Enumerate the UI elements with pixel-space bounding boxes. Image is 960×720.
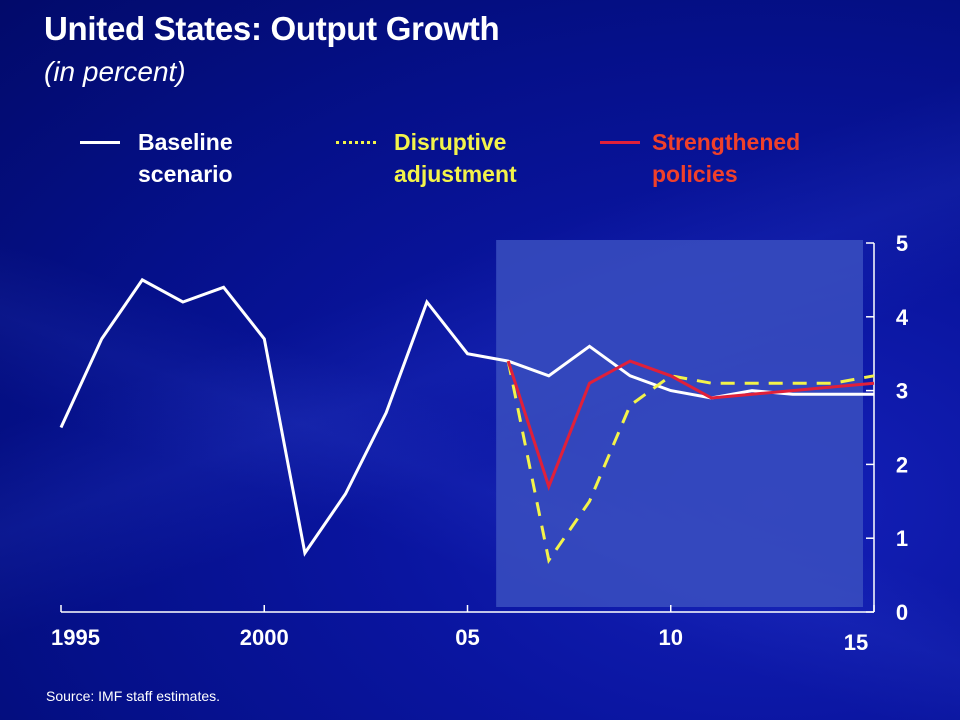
projection-shaded-region — [496, 240, 863, 607]
y-tick-label: 2 — [896, 452, 908, 477]
legend-swatch-baseline — [80, 126, 120, 158]
x-tick-label: 1995 — [51, 625, 100, 650]
legend-label-baseline: Baseline scenario — [138, 129, 233, 187]
x-tick-label: 10 — [659, 625, 683, 650]
legend-swatch-disruptive — [336, 126, 376, 158]
legend-swatch-strengthened — [600, 126, 640, 158]
x-tick-label: 05 — [455, 625, 479, 650]
y-tick-label: 4 — [896, 305, 909, 330]
y-tick-label: 3 — [896, 379, 908, 404]
series-line-strengthened-policies — [506, 359, 875, 491]
legend-label-strengthened: Strengthened policies — [652, 129, 801, 187]
y-tick-label: 0 — [896, 600, 908, 625]
source-note: Source: IMF staff estimates. — [46, 688, 221, 704]
x-tick-label: 15 — [844, 630, 868, 655]
chart-subtitle: (in percent) — [44, 56, 186, 87]
y-tick-label: 1 — [896, 526, 908, 551]
chart-title: United States: Output Growth — [44, 10, 500, 47]
x-tick-label: 2000 — [240, 625, 289, 650]
legend-label-disruptive: Disruptive adjustment — [394, 129, 517, 187]
legend-item-disruptive: Disruptive adjustment — [336, 126, 517, 190]
legend-item-strengthened: Strengthened policies — [600, 126, 800, 190]
series-line-baseline-scenario — [59, 277, 874, 557]
legend-item-baseline: Baseline scenario — [80, 126, 233, 190]
y-tick-label: 5 — [896, 231, 908, 256]
